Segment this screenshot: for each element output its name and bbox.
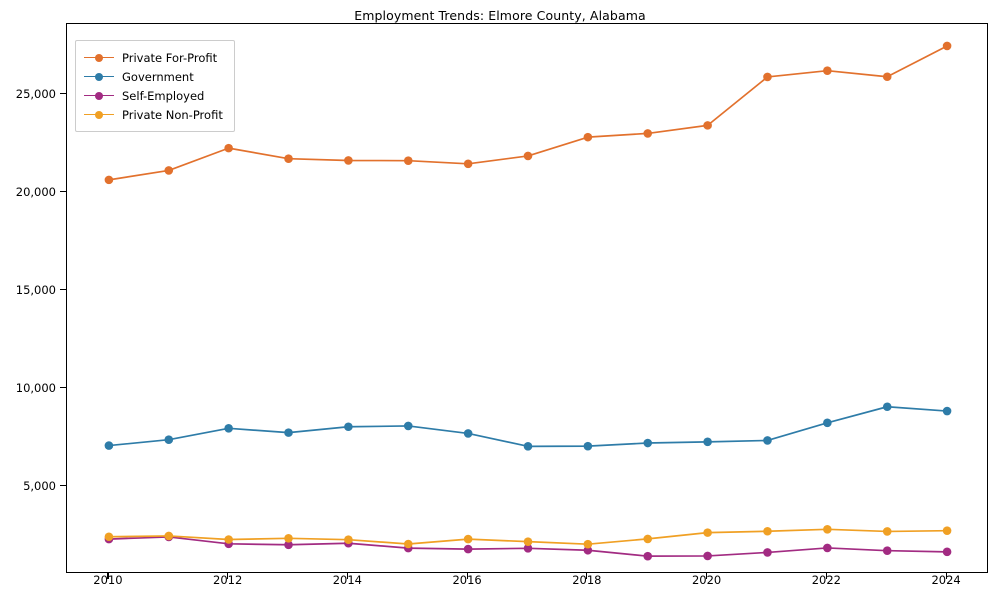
data-point [763, 436, 772, 445]
data-point [284, 428, 293, 437]
data-point [823, 524, 832, 534]
data-point [104, 441, 114, 450]
legend-swatch-icon [84, 51, 114, 65]
data-point [104, 175, 114, 185]
data-point [523, 537, 533, 546]
data-point [224, 143, 233, 153]
plot-svg [104, 41, 952, 561]
chart-title: Employment Trends: Elmore County, Alabam… [354, 8, 646, 23]
legend-swatch-icon [84, 89, 114, 103]
data-point [583, 132, 593, 142]
data-point [703, 437, 712, 447]
series-private-non-profit [104, 524, 952, 549]
chart-legend: Private For-Profit Government Self-Employe… [75, 40, 235, 132]
data-point [882, 527, 892, 536]
data-point [823, 543, 832, 553]
x-axis-tick-label: 2016 [452, 573, 482, 587]
data-point [583, 545, 593, 555]
data-point [164, 166, 174, 175]
legend-item-label: Private Non-Profit [122, 107, 223, 122]
x-axis-tick-label: 2014 [332, 573, 363, 587]
data-point [344, 422, 353, 432]
data-point [643, 551, 653, 561]
data-point [523, 442, 533, 451]
x-axis-tick-label: 2012 [213, 573, 243, 587]
legend-dot [95, 91, 103, 100]
series-line [108, 405, 948, 448]
data-point [882, 72, 892, 82]
legend-dot [95, 110, 103, 119]
data-point [284, 534, 293, 543]
legend-item-label: Government [122, 69, 194, 84]
legend-dot [95, 53, 103, 62]
data-point [224, 424, 233, 433]
legend-item-self-employed[interactable]: Self-Employed [84, 86, 223, 105]
legend-item-government[interactable]: Government [84, 67, 223, 86]
data-point [763, 72, 772, 82]
data-point [463, 544, 473, 554]
data-point [224, 535, 233, 544]
series-government [104, 402, 952, 451]
legend-swatch-icon [84, 70, 114, 84]
data-point [643, 129, 653, 138]
data-point [703, 528, 712, 537]
x-axis-tick-label: 2022 [811, 573, 841, 587]
legend-item-label: Self-Employed [122, 88, 205, 103]
data-point [164, 531, 174, 541]
data-point [344, 156, 353, 165]
data-point [463, 534, 473, 544]
data-point [823, 66, 832, 75]
data-point [583, 441, 593, 451]
data-point [823, 418, 832, 428]
data-point [104, 532, 114, 542]
data-point [463, 159, 473, 169]
y-axis-tick-label: 5,000 [23, 478, 56, 493]
legend-item-private-non-profit[interactable]: Private Non-Profit [84, 105, 223, 124]
x-axis-tick-label: 2010 [93, 573, 123, 587]
data-point [463, 429, 473, 438]
data-point [763, 526, 772, 536]
data-point [882, 546, 892, 555]
series-private-for-profit [104, 41, 952, 185]
data-point [523, 544, 533, 553]
x-axis-tick-label: 2018 [572, 573, 602, 587]
y-axis-tick-label: 25,000 [15, 86, 56, 101]
data-point [344, 535, 353, 544]
data-point [523, 151, 533, 161]
plot-area [66, 23, 988, 573]
data-point [643, 438, 653, 448]
legend-dot [95, 72, 103, 81]
y-axis-tick-label: 10,000 [15, 380, 56, 395]
data-point [284, 540, 293, 550]
data-point [703, 121, 712, 130]
data-point [942, 406, 952, 416]
y-axis-tick-label: 20,000 [15, 184, 56, 199]
data-point [763, 548, 772, 557]
data-point [882, 402, 892, 412]
data-point [643, 534, 653, 544]
x-axis-tick-label: 2020 [691, 573, 722, 587]
y-axis-tick-label: 15,000 [15, 282, 56, 297]
data-point [403, 156, 413, 165]
legend-swatch-icon [84, 108, 114, 122]
data-point [403, 539, 413, 549]
data-point [403, 421, 413, 431]
data-point [942, 526, 952, 535]
data-point [703, 551, 712, 561]
data-point [942, 41, 952, 51]
data-point [942, 547, 952, 557]
legend-item-label: Private For-Profit [122, 50, 218, 65]
data-point [164, 435, 174, 444]
x-axis-tick-label: 2024 [931, 573, 961, 587]
data-point [583, 539, 593, 549]
legend-item-private-for-profit[interactable]: Private For-Profit [84, 48, 223, 67]
data-point [284, 154, 293, 164]
